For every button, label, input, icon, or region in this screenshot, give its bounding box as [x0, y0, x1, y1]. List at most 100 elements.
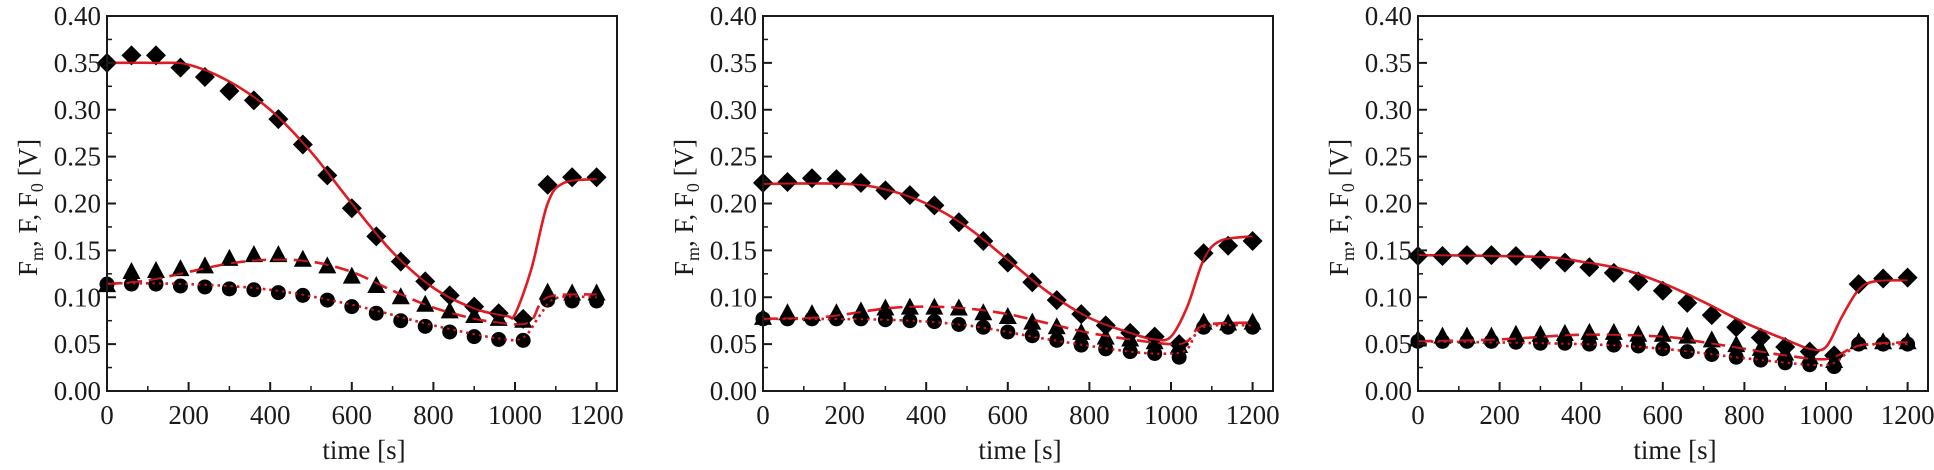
data-point-fm — [1554, 252, 1575, 273]
data-point-fm — [1873, 268, 1894, 289]
data-point-fm — [899, 185, 920, 206]
data-point-f0 — [1024, 328, 1040, 344]
data-point-fm — [777, 171, 798, 192]
y-tick-label: 0.05 — [54, 329, 101, 359]
y-tick-label: 0.20 — [710, 189, 757, 219]
data-point-fm — [1677, 292, 1698, 313]
data-point-f0 — [172, 278, 188, 294]
data-point-fm — [219, 81, 240, 101]
data-point-f — [269, 245, 288, 263]
data-point-fm — [1897, 267, 1918, 288]
data-point-f0 — [1753, 352, 1769, 368]
fit-line-overlay-fm — [762, 182, 1253, 342]
data-point-f0 — [393, 313, 409, 329]
data-point-f0 — [1802, 357, 1818, 373]
data-point-fm — [1701, 305, 1722, 326]
data-point-f0 — [1655, 341, 1671, 357]
y-axis-title-subscript: m — [1338, 247, 1358, 261]
y-axis-title-subscript: 0 — [1338, 183, 1358, 192]
x-tick-label: 1000 — [1799, 400, 1853, 430]
y-tick-label: 0.35 — [1365, 48, 1412, 78]
data-point-f0 — [1220, 319, 1236, 335]
data-point-fm — [850, 172, 871, 193]
data-point-fm — [121, 45, 142, 66]
data-point-f0 — [270, 285, 286, 301]
y-axis-title-subscript: m — [683, 247, 703, 261]
x-tick-label: 0 — [756, 400, 770, 430]
y-axis-title: Fm, F, F0 [V] — [1324, 139, 1358, 276]
data-point-f0 — [1630, 338, 1646, 354]
y-axis-title-part: F — [13, 261, 43, 276]
x-tick-label: 0 — [100, 400, 114, 430]
data-point-f — [1702, 330, 1721, 348]
y-axis-title-part: , F, F — [1324, 192, 1354, 247]
y-axis-title-part: [V] — [1324, 139, 1354, 183]
x-tick-label: 200 — [824, 400, 865, 430]
data-point-f0 — [1532, 335, 1548, 351]
y-axis-title-part: [V] — [669, 139, 699, 183]
chart-panel-2: 0.00 0.05 0.10 0.15 0.20 0.25 0.30 0.35 0.40 0 200… — [669, 1, 1280, 465]
fit-line-overlay-f — [1417, 333, 1908, 361]
data-point-fm — [341, 198, 362, 219]
y-tick-label: 0.25 — [1365, 142, 1412, 172]
y-tick-label: 0.00 — [54, 376, 101, 406]
data-point-fm — [1022, 272, 1043, 293]
data-point-f — [391, 287, 410, 305]
y-tick-label: 0.25 — [710, 142, 757, 172]
data-point-f0 — [246, 282, 262, 298]
data-point-f — [293, 249, 312, 267]
y-tick-label: 0.05 — [710, 329, 757, 359]
x-tick-label: 400 — [906, 400, 947, 430]
data-point-f0 — [442, 324, 458, 340]
data-point-f — [465, 306, 484, 323]
data-point-f0 — [902, 313, 918, 329]
data-point-f — [122, 261, 141, 279]
y-tick-label: 0.10 — [54, 282, 101, 312]
data-point-f0 — [1245, 319, 1261, 335]
data-point-fm — [268, 109, 289, 130]
data-point-f0 — [1171, 349, 1187, 365]
data-point-f — [416, 294, 435, 312]
data-point-f — [244, 245, 263, 263]
y-axis-title: Fm, F, F0 [V] — [13, 139, 47, 276]
x-tick-label: 800 — [1069, 400, 1110, 430]
data-point-f0 — [221, 281, 237, 297]
x-tick-label: 800 — [413, 400, 454, 430]
data-point-f — [1145, 332, 1164, 350]
data-point-f0 — [804, 311, 820, 327]
data-point-f — [146, 261, 165, 278]
fit-line-overlay-f0 — [106, 282, 597, 342]
data-point-f — [1121, 329, 1140, 347]
fit-line-overlay-fm — [106, 61, 597, 320]
data-point-fm — [997, 252, 1018, 273]
data-point-f0 — [1679, 344, 1695, 360]
data-point-f — [998, 306, 1017, 324]
data-point-f — [342, 266, 361, 284]
x-tick-label: 1200 — [1226, 400, 1280, 430]
data-point-f0 — [877, 312, 893, 328]
data-point-f — [220, 248, 239, 266]
chart-panel-1: 0.00 0.05 0.10 0.15 0.20 0.25 0.30 0.35 0.40 0 200… — [13, 1, 624, 465]
data-point-f — [876, 298, 895, 316]
chart-panel-3: 0.00 0.05 0.10 0.15 0.20 0.25 0.30 0.35 0.40 0 200… — [1324, 1, 1934, 465]
y-tick-label: 0.10 — [1365, 282, 1412, 312]
y-axis-title-part: , F, F — [669, 192, 699, 247]
data-point-f0 — [975, 319, 991, 335]
y-tick-label: 0.00 — [1365, 376, 1412, 406]
x-tick-label: 1200 — [1881, 400, 1934, 430]
x-tick-label: 1000 — [1144, 400, 1198, 430]
y-axis-title-part: , F, F — [13, 192, 43, 247]
data-point-fm — [586, 167, 607, 188]
y-axis-title-part: F — [669, 261, 699, 276]
data-point-fm — [317, 165, 338, 186]
y-tick-label: 0.35 — [54, 48, 101, 78]
data-point-fm — [1579, 257, 1600, 278]
x-tick-label: 600 — [1643, 400, 1684, 430]
data-point-f — [171, 259, 190, 277]
x-tick-label: 600 — [988, 400, 1029, 430]
data-point-f — [974, 303, 993, 321]
data-point-fm — [826, 169, 847, 190]
fit-line-overlay-f — [106, 258, 597, 326]
data-point-f0 — [1826, 359, 1842, 375]
fit-line-overlay-f — [762, 305, 1253, 346]
